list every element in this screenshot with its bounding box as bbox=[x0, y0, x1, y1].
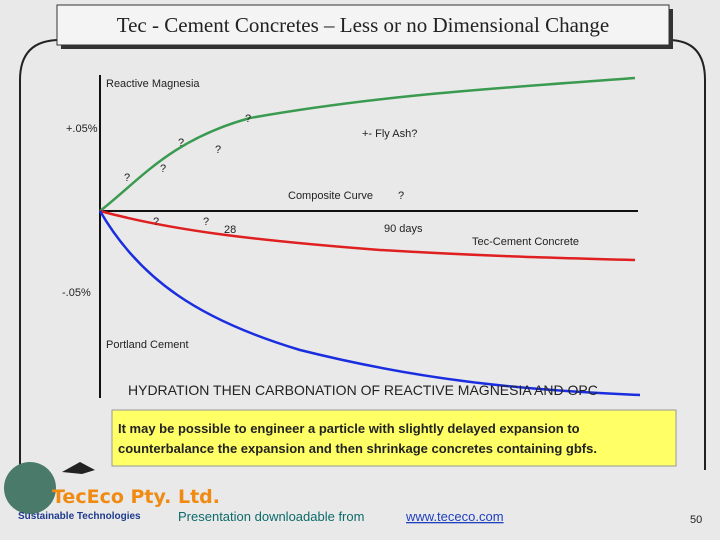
diagram-label: ? bbox=[398, 190, 404, 202]
link[interactable]: www.tececo.com bbox=[405, 509, 504, 524]
diagram-label: Reactive Magnesia bbox=[106, 78, 200, 90]
tagline: Sustainable Technologies bbox=[18, 511, 141, 522]
globe-icon bbox=[4, 462, 56, 514]
diagram-label: 90 days bbox=[384, 223, 423, 235]
diagram-label: ? bbox=[153, 216, 159, 228]
diagram-label: Composite Curve bbox=[288, 190, 373, 202]
diagram-label: ? bbox=[203, 216, 209, 228]
diagram-label: -.05% bbox=[62, 287, 91, 299]
tec-cement-curve bbox=[99, 209, 636, 262]
diagram-labels: Reactive Magnesia? +.05%?? +- Fly Ash??? Co… bbox=[62, 78, 579, 351]
diagram-label: ? bbox=[124, 172, 130, 184]
caption: HYDRATION THEN CARBONATION OF REACTIVE M… bbox=[128, 382, 598, 398]
diagram-label: 28 bbox=[224, 224, 236, 236]
title: Tec - Cement Concretes – Less or no Dime… bbox=[117, 13, 610, 37]
title-box bbox=[56, 4, 670, 46]
logo: TecEco Pty. Ltd. bbox=[52, 486, 220, 508]
diagram-label: ? bbox=[178, 137, 184, 149]
download-text: Presentation downloadable from bbox=[178, 509, 364, 524]
diagram-label: Portland Cement bbox=[106, 339, 189, 351]
note-line: counterbalance the expansion and then sh… bbox=[118, 441, 597, 456]
magnesia-curve bbox=[99, 76, 636, 212]
note-box bbox=[111, 409, 677, 467]
frame bbox=[19, 39, 706, 500]
bird-icon bbox=[62, 462, 95, 474]
portland-curve bbox=[98, 210, 641, 397]
diagram-label: ? bbox=[245, 113, 251, 125]
diagram-label: Tec-Cement Concrete bbox=[472, 236, 579, 248]
diagram-label: ? bbox=[160, 163, 166, 175]
diagram-label: ? bbox=[215, 144, 221, 156]
page-number: 50 bbox=[690, 514, 702, 526]
note-line: It may be possible to engineer a particl… bbox=[118, 421, 580, 436]
diagram-label: +- Fly Ash? bbox=[362, 128, 417, 140]
diagram-label: +.05% bbox=[66, 123, 98, 135]
